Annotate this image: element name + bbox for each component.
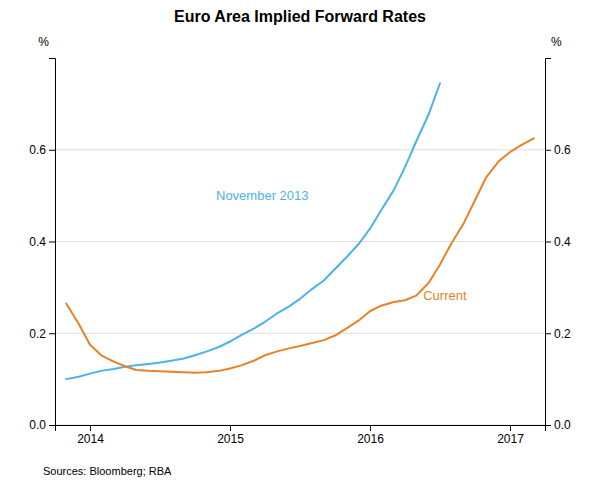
tick-mark [49, 242, 55, 243]
tick-mark [90, 425, 91, 431]
tick: 0.2 [545, 327, 571, 341]
tick-label: 0.2 [29, 327, 46, 341]
tick-mark [49, 425, 55, 426]
tick-mark [370, 425, 371, 431]
tick-label: 2015 [217, 432, 244, 446]
tick-label: 2016 [357, 432, 384, 446]
tick-mark [49, 333, 55, 334]
axis-line [49, 59, 56, 426]
plot-area [66, 83, 534, 379]
tick-label: 0.4 [554, 235, 571, 249]
tick: 0.0 [545, 418, 571, 432]
tick-mark [545, 150, 551, 151]
tick-label: 0.6 [554, 143, 571, 157]
grid-line [55, 149, 545, 150]
tick: 2017 [497, 425, 524, 446]
tick-label: 0.6 [29, 143, 46, 157]
tick-label: 0.0 [29, 418, 46, 432]
line [66, 138, 534, 372]
tick-mark [230, 425, 231, 431]
tick-label: 0.0 [554, 418, 571, 432]
tick-label: 2014 [77, 432, 104, 446]
axis-line [546, 59, 552, 426]
grid [55, 150, 545, 425]
chart: 2014 2015 2016 2017 0.0 0.2 0.4 0.6 0.0 0.2 0.4 0.6… [0, 0, 600, 483]
tick: 2014 [77, 425, 104, 446]
tick-mark [510, 425, 511, 431]
axis-line [56, 426, 546, 432]
tick: 0.2 [29, 327, 55, 341]
source: Sources: Bloomberg; RBA [43, 465, 172, 477]
tick: 2015 [217, 425, 244, 446]
tick-label: 0.2 [554, 327, 571, 341]
grid-line [55, 241, 545, 242]
tick-mark [545, 425, 551, 426]
tick-mark [49, 150, 55, 151]
tick: 0.6 [545, 143, 571, 157]
y2-axis-label: % [551, 35, 562, 49]
tick: 0.4 [29, 235, 55, 249]
grid-line [55, 333, 545, 334]
tick-label: 0.4 [29, 235, 46, 249]
x-axis: 2014 2015 2016 2017 [56, 425, 546, 446]
y-axis-label: % [38, 35, 49, 49]
tick-label: 2017 [497, 432, 524, 446]
annotation: Current [423, 288, 467, 303]
annotation: November 2013 [216, 188, 309, 203]
line [66, 83, 440, 379]
y-axis: 0.0 0.2 0.4 0.6 [29, 59, 55, 433]
title: Euro Area Implied Forward Rates [174, 8, 426, 25]
tick-mark [545, 333, 551, 334]
tick: 2016 [357, 425, 384, 446]
tick-mark [545, 242, 551, 243]
tick: 0.6 [29, 143, 55, 157]
y2-axis: 0.0 0.2 0.4 0.6 [545, 59, 571, 433]
tick: 0.4 [545, 235, 571, 249]
tick: 0.0 [29, 418, 55, 432]
